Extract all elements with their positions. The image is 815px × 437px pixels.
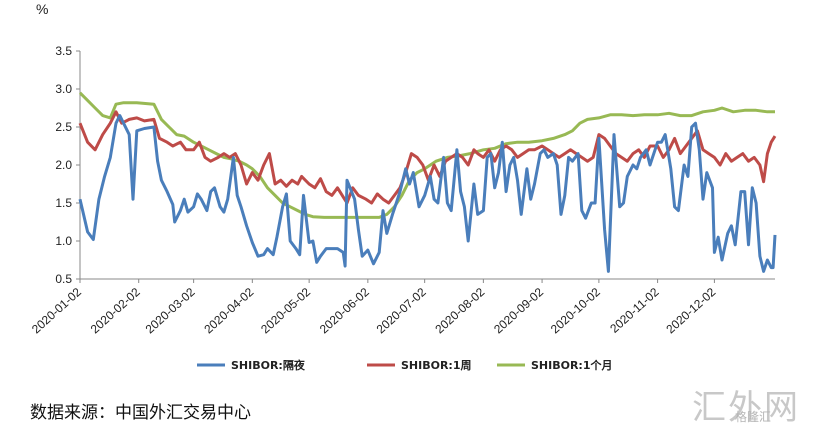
y-tick-label: 1.0 (55, 234, 72, 248)
x-tick-label: 2020-01-02 (29, 285, 84, 337)
x-tick-label: 2020-03-02 (143, 285, 198, 337)
x-axis-ticks: 2020-01-02 2020-02-02 2020-03-02 2020-04-02… (29, 279, 719, 336)
chart-canvas: % 0.51.01.52.02.53.03.5 2020-01-02 2020-0… (29, 1, 777, 372)
y-tick-label: 2.5 (55, 120, 72, 134)
y-tick-label: 3.5 (55, 44, 72, 58)
y-tick-label: 0.5 (55, 272, 72, 286)
x-tick-label: 2020-09-02 (491, 285, 546, 337)
series-line-0 (78, 114, 777, 273)
x-tick-label: 2020-05-02 (258, 285, 313, 337)
x-tick-label: 2020-02-02 (88, 285, 143, 337)
y-axis-ticks: 0.5 1.0 1.5 2.0 2.5 3.0 3.5 (55, 44, 80, 286)
legend: SHIBOR:隔夜 SHIBOR:1周 SHIBOR:1个月 (197, 358, 612, 372)
y-tick-label: 2.0 (55, 158, 72, 172)
x-tick-label: 2020-08-02 (432, 285, 487, 337)
x-tick-label: 2020-11-02 (607, 285, 662, 336)
legend-label: SHIBOR:1个月 (531, 358, 612, 372)
watermark-sub-text: 格隆汇 (735, 410, 772, 424)
y-axis-unit-label: % (36, 1, 48, 17)
x-tick-label: 2020-04-02 (201, 285, 256, 337)
x-tick-label: 2020-12-02 (663, 285, 718, 337)
x-tick-label: 2020-06-02 (317, 285, 372, 337)
data-source-note: 数据来源：中国外汇交易中心 (30, 403, 251, 423)
legend-label: SHIBOR:隔夜 (231, 358, 306, 372)
x-tick-label: 2020-10-02 (548, 285, 603, 337)
watermark-logo-text: 汇外网 (692, 388, 800, 428)
x-tick-label: 2020-07-02 (374, 285, 429, 337)
y-tick-label: 3.0 (55, 82, 72, 96)
y-tick-label: 1.5 (55, 196, 72, 210)
series-lines (78, 91, 777, 273)
legend-label: SHIBOR:1周 (401, 359, 471, 372)
